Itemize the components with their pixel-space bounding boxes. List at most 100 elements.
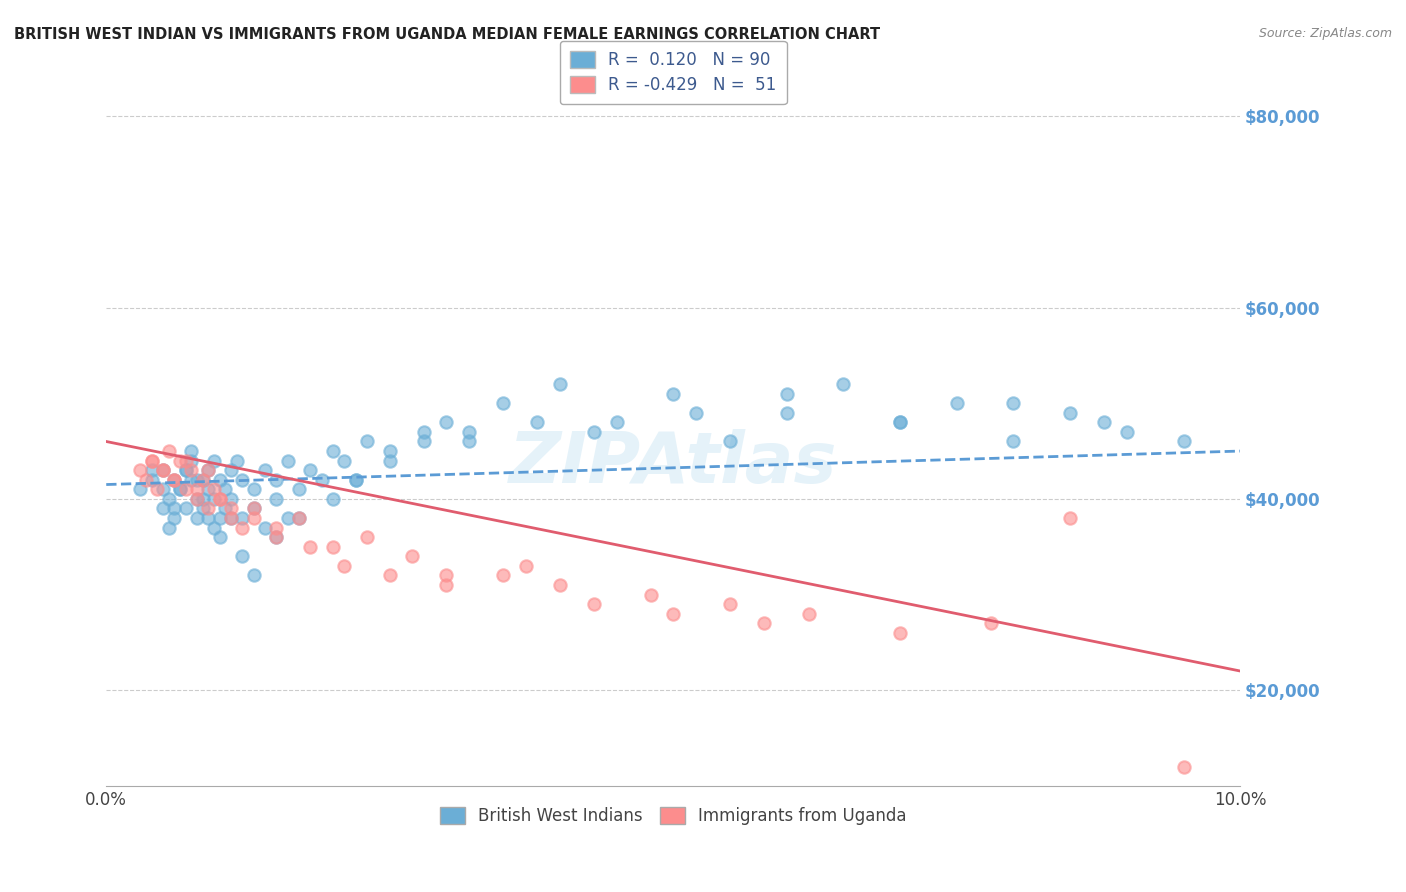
- Point: [1059, 406, 1081, 420]
- Point: [202, 453, 225, 467]
- Point: [231, 473, 253, 487]
- Point: [152, 501, 174, 516]
- Point: [242, 568, 264, 582]
- Point: [492, 568, 515, 582]
- Point: [1173, 759, 1195, 773]
- Point: [214, 501, 236, 516]
- Point: [214, 483, 236, 497]
- Point: [186, 491, 208, 506]
- Point: [242, 483, 264, 497]
- Point: [492, 396, 515, 410]
- Point: [231, 549, 253, 564]
- Point: [662, 386, 685, 401]
- Point: [180, 473, 202, 487]
- Point: [378, 444, 401, 458]
- Point: [458, 434, 481, 449]
- Point: [169, 483, 191, 497]
- Point: [378, 453, 401, 467]
- Point: [197, 501, 219, 516]
- Point: [266, 530, 288, 544]
- Point: [202, 520, 225, 534]
- Point: [322, 444, 344, 458]
- Point: [299, 463, 322, 477]
- Point: [548, 578, 571, 592]
- Point: [174, 501, 197, 516]
- Point: [157, 491, 180, 506]
- Point: [129, 483, 152, 497]
- Point: [356, 434, 378, 449]
- Point: [356, 530, 378, 544]
- Point: [186, 491, 208, 506]
- Point: [718, 597, 741, 611]
- Point: [412, 425, 434, 439]
- Point: [662, 607, 685, 621]
- Point: [401, 549, 423, 564]
- Point: [231, 511, 253, 525]
- Point: [333, 558, 356, 573]
- Point: [242, 501, 264, 516]
- Point: [191, 501, 214, 516]
- Point: [202, 483, 225, 497]
- Point: [799, 607, 821, 621]
- Point: [412, 434, 434, 449]
- Point: [180, 463, 202, 477]
- Point: [605, 416, 627, 430]
- Point: [311, 473, 333, 487]
- Point: [129, 463, 152, 477]
- Point: [174, 483, 197, 497]
- Point: [1092, 416, 1115, 430]
- Point: [277, 453, 299, 467]
- Point: [1115, 425, 1137, 439]
- Point: [141, 453, 163, 467]
- Point: [582, 597, 605, 611]
- Point: [752, 616, 775, 631]
- Point: [186, 483, 208, 497]
- Point: [197, 463, 219, 477]
- Text: ZIPAtlas: ZIPAtlas: [509, 428, 838, 498]
- Point: [266, 491, 288, 506]
- Text: Source: ZipAtlas.com: Source: ZipAtlas.com: [1258, 27, 1392, 40]
- Point: [436, 416, 458, 430]
- Point: [163, 473, 186, 487]
- Point: [152, 463, 174, 477]
- Point: [775, 406, 797, 420]
- Point: [1059, 511, 1081, 525]
- Point: [344, 473, 367, 487]
- Point: [219, 463, 242, 477]
- Point: [141, 463, 163, 477]
- Point: [526, 416, 548, 430]
- Point: [191, 491, 214, 506]
- Point: [266, 520, 288, 534]
- Point: [141, 473, 163, 487]
- Point: [266, 473, 288, 487]
- Point: [163, 473, 186, 487]
- Point: [174, 463, 197, 477]
- Point: [889, 625, 911, 640]
- Point: [208, 511, 231, 525]
- Point: [202, 491, 225, 506]
- Point: [191, 473, 214, 487]
- Point: [322, 491, 344, 506]
- Point: [322, 540, 344, 554]
- Point: [180, 453, 202, 467]
- Point: [582, 425, 605, 439]
- Point: [174, 463, 197, 477]
- Point: [266, 530, 288, 544]
- Point: [1002, 396, 1025, 410]
- Text: BRITISH WEST INDIAN VS IMMIGRANTS FROM UGANDA MEDIAN FEMALE EARNINGS CORRELATION: BRITISH WEST INDIAN VS IMMIGRANTS FROM U…: [14, 27, 880, 42]
- Point: [288, 511, 311, 525]
- Point: [458, 425, 481, 439]
- Point: [436, 568, 458, 582]
- Point: [889, 416, 911, 430]
- Point: [152, 463, 174, 477]
- Point: [253, 463, 276, 477]
- Point: [1002, 434, 1025, 449]
- Point: [152, 483, 174, 497]
- Point: [242, 501, 264, 516]
- Point: [288, 511, 311, 525]
- Point: [152, 463, 174, 477]
- Point: [208, 473, 231, 487]
- Point: [169, 483, 191, 497]
- Point: [163, 473, 186, 487]
- Point: [135, 473, 157, 487]
